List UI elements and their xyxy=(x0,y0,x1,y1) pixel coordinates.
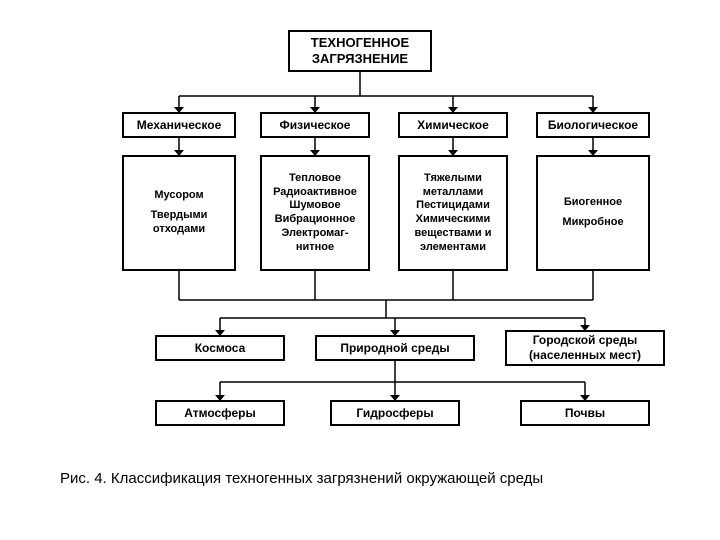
detail-line: Пестицидами xyxy=(416,199,490,213)
detail-line: металлами xyxy=(423,186,484,200)
env-line: Почвы xyxy=(565,406,605,421)
root-line: ЗАГРЯЗНЕНИЕ xyxy=(312,51,408,67)
env-e3: Городской среды(населенных мест) xyxy=(505,330,665,366)
env-f1: Атмосферы xyxy=(155,400,285,426)
detail-line: веществами и xyxy=(415,227,492,241)
env-e1: Космоса xyxy=(155,335,285,361)
detail-line: Вибрационное xyxy=(275,213,356,227)
env-f3: Почвы xyxy=(520,400,650,426)
category-chem: Химическое xyxy=(398,112,508,138)
env-line: Космоса xyxy=(195,341,246,356)
detail-line: Шумовое xyxy=(289,199,340,213)
detail-line: Химическими xyxy=(416,213,491,227)
detail-line: нитное xyxy=(296,241,334,255)
detail-line: Твердыми xyxy=(151,209,208,223)
detail-d2: ТепловоеРадиоактивноеШумовоеВибрационное… xyxy=(260,155,370,271)
detail-line: Мусором xyxy=(154,189,203,203)
env-line: Атмосферы xyxy=(184,406,256,421)
category-label: Химическое xyxy=(417,118,489,133)
detail-line: отходами xyxy=(153,223,205,237)
detail-line: элементами xyxy=(420,241,486,255)
env-line: Городской среды xyxy=(533,333,638,348)
category-label: Механическое xyxy=(137,118,222,133)
detail-d4: Биогенное Микробное xyxy=(536,155,650,271)
env-line: (населенных мест) xyxy=(529,348,641,363)
category-phys: Физическое xyxy=(260,112,370,138)
figure-caption: Рис. 4. Классификация техногенных загряз… xyxy=(60,470,543,487)
detail-line: Микробное xyxy=(562,216,623,230)
caption-text: Рис. 4. Классификация техногенных загряз… xyxy=(60,470,543,487)
env-e2: Природной среды xyxy=(315,335,475,361)
category-label: Биологическое xyxy=(548,118,638,133)
category-label: Физическое xyxy=(280,118,351,133)
detail-d1: Мусором Твердымиотходами xyxy=(122,155,236,271)
root-node: ТЕХНОГЕННОЕЗАГРЯЗНЕНИЕ xyxy=(288,30,432,72)
category-bio: Биологическое xyxy=(536,112,650,138)
detail-line: Тепловое xyxy=(289,172,341,186)
detail-d3: ТяжелымиметалламиПестицидамиХимическимив… xyxy=(398,155,508,271)
detail-line: Радиоактивное xyxy=(273,186,357,200)
detail-line: Тяжелыми xyxy=(424,172,482,186)
env-line: Природной среды xyxy=(340,341,449,356)
root-line: ТЕХНОГЕННОЕ xyxy=(311,35,409,51)
detail-line: Биогенное xyxy=(564,196,622,210)
env-f2: Гидросферы xyxy=(330,400,460,426)
detail-line: Электромаг- xyxy=(281,227,348,241)
env-line: Гидросферы xyxy=(356,406,433,421)
category-mech: Механическое xyxy=(122,112,236,138)
